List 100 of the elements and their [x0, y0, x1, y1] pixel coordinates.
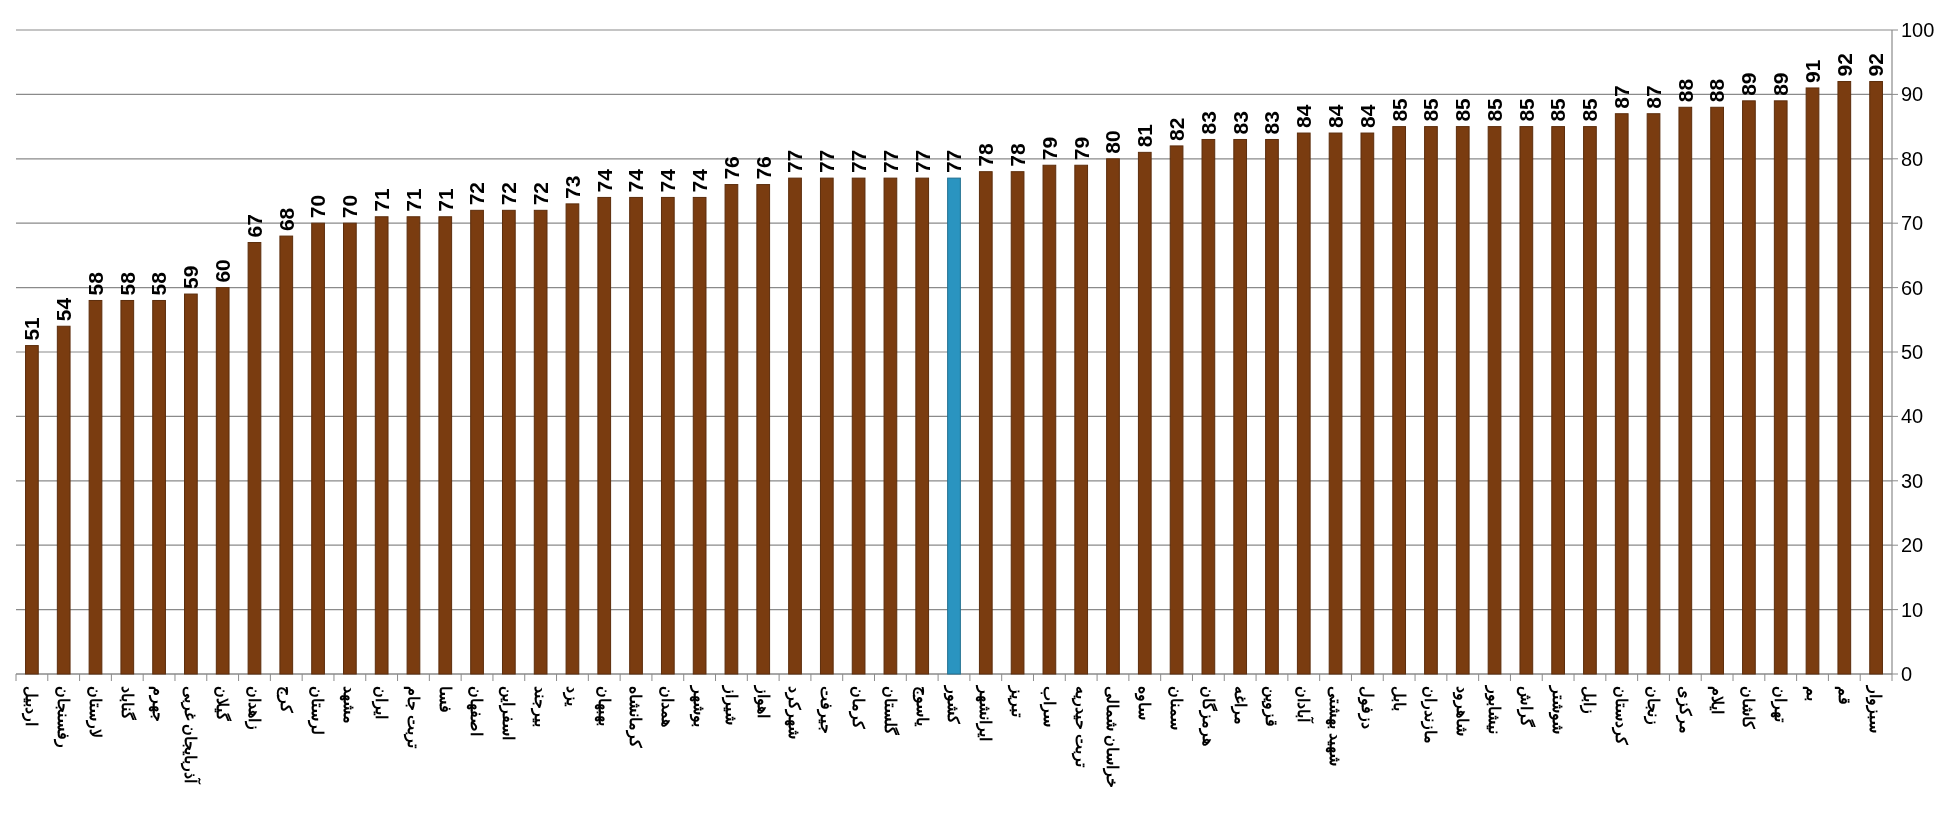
x-tick-label: خراسان شمالی	[1102, 686, 1122, 789]
bar	[25, 345, 39, 675]
data-label: 83	[1196, 111, 1220, 135]
data-label: 59	[179, 265, 203, 290]
bar	[565, 203, 580, 675]
data-label: 85	[1546, 97, 1570, 122]
bar	[660, 196, 675, 675]
data-label: 73	[560, 175, 584, 199]
bar	[438, 216, 453, 675]
x-tick-label: تربت جام	[402, 686, 422, 750]
bar	[311, 222, 325, 675]
bar	[851, 177, 866, 675]
x-tick-label: زاهدان	[243, 686, 263, 730]
data-label: 71	[401, 188, 425, 212]
x-tick-label: شیراز	[720, 685, 740, 725]
x-tick-label: لرستان	[307, 686, 327, 735]
bar	[1869, 81, 1883, 675]
bar	[120, 299, 135, 675]
x-tick-label: بیرجند	[530, 686, 550, 727]
x-tick-label: اصفهان	[466, 686, 486, 736]
bar	[88, 299, 103, 675]
bar	[1392, 126, 1407, 675]
data-label: 74	[624, 168, 648, 193]
x-tick-label: کاشان	[1740, 686, 1758, 729]
x-tick-label: بم	[1801, 686, 1821, 701]
x-tick-label: سبزوار	[1865, 685, 1885, 733]
data-label: 58	[147, 271, 171, 296]
bar	[247, 242, 262, 675]
x-tick-label: تهران	[1770, 686, 1790, 723]
x-tick-label: زابل	[1579, 686, 1599, 714]
data-label: 82	[1164, 117, 1188, 141]
bar	[724, 184, 739, 675]
data-label: 72	[528, 181, 552, 206]
data-label: 72	[465, 181, 489, 206]
x-tick-label: تربت حیدریه	[1070, 686, 1090, 769]
x-tick-label: یزد	[561, 686, 581, 707]
bar	[1551, 126, 1565, 675]
bar	[279, 235, 294, 675]
x-tick-label: قم	[1833, 686, 1853, 705]
x-tick-label: نیشابور	[1483, 685, 1503, 734]
x-tick-label: زنجان	[1642, 686, 1662, 725]
data-label: 77	[846, 149, 870, 174]
bar	[501, 209, 516, 675]
bar	[947, 177, 961, 675]
x-tick-label: سراب	[1038, 686, 1058, 727]
bar	[1583, 126, 1597, 675]
data-label: 54	[52, 297, 76, 322]
data-label: 88	[1673, 78, 1697, 103]
data-label: 71	[370, 188, 394, 212]
data-label: 85	[1578, 97, 1602, 122]
x-tick-label: هرمزگان	[1197, 686, 1218, 746]
x-tick-label: مازندران	[1420, 686, 1440, 744]
data-label: 85	[1514, 97, 1538, 122]
data-label: 79	[1037, 136, 1061, 161]
data-label: 77	[942, 149, 966, 174]
bar	[819, 177, 834, 675]
bar	[915, 177, 930, 675]
bar	[374, 216, 389, 675]
data-label: 85	[1451, 97, 1475, 122]
data-label: 89	[1737, 72, 1761, 96]
x-tick-label: کشور	[943, 685, 963, 724]
y-tick-label: 0	[1901, 663, 1913, 685]
data-label: 81	[1133, 123, 1157, 148]
x-tick-label: دزفول	[1356, 686, 1376, 729]
data-label: 60	[211, 259, 235, 283]
bar	[343, 222, 357, 675]
bar	[1614, 113, 1629, 675]
x-tick-label: یاسوج	[911, 686, 931, 727]
data-label: 84	[1323, 104, 1347, 129]
data-label: 58	[115, 271, 139, 296]
data-label: 83	[1260, 111, 1284, 135]
bar	[1201, 138, 1216, 675]
bar	[1169, 145, 1184, 675]
bar	[1233, 138, 1248, 675]
x-tick-label: جهرم	[148, 686, 168, 722]
x-tick-label: شهرکرد	[784, 686, 804, 739]
data-label: 77	[910, 149, 934, 174]
bar	[1296, 132, 1311, 675]
bar	[1265, 138, 1279, 675]
x-tick-label: ایلام	[1706, 686, 1726, 714]
x-tick-label: رفسنجان	[53, 686, 73, 748]
bar	[597, 196, 612, 675]
x-tick-label: گراش	[1515, 686, 1536, 727]
x-tick-label: کردستان	[1611, 686, 1631, 745]
x-tick-label: ایرانشهر	[975, 685, 995, 741]
y-tick-label: 70	[1901, 212, 1924, 235]
x-tick-label: آبادان	[1295, 686, 1316, 724]
x-tick-label: قزوین	[1261, 686, 1281, 727]
bar	[470, 209, 484, 675]
x-tick-label: کرمانشاه	[625, 686, 645, 748]
y-tick-label: 30	[1901, 469, 1924, 492]
x-tick-label: کرمان	[848, 686, 868, 729]
bar	[978, 171, 993, 675]
data-label: 77	[878, 149, 902, 174]
y-tick-label: 80	[1901, 147, 1924, 170]
bar	[1010, 171, 1025, 675]
data-label: 88	[1705, 78, 1729, 103]
x-tick-label: مشهد	[339, 686, 359, 724]
bar	[1074, 164, 1089, 675]
y-tick-label: 100	[1901, 19, 1935, 41]
